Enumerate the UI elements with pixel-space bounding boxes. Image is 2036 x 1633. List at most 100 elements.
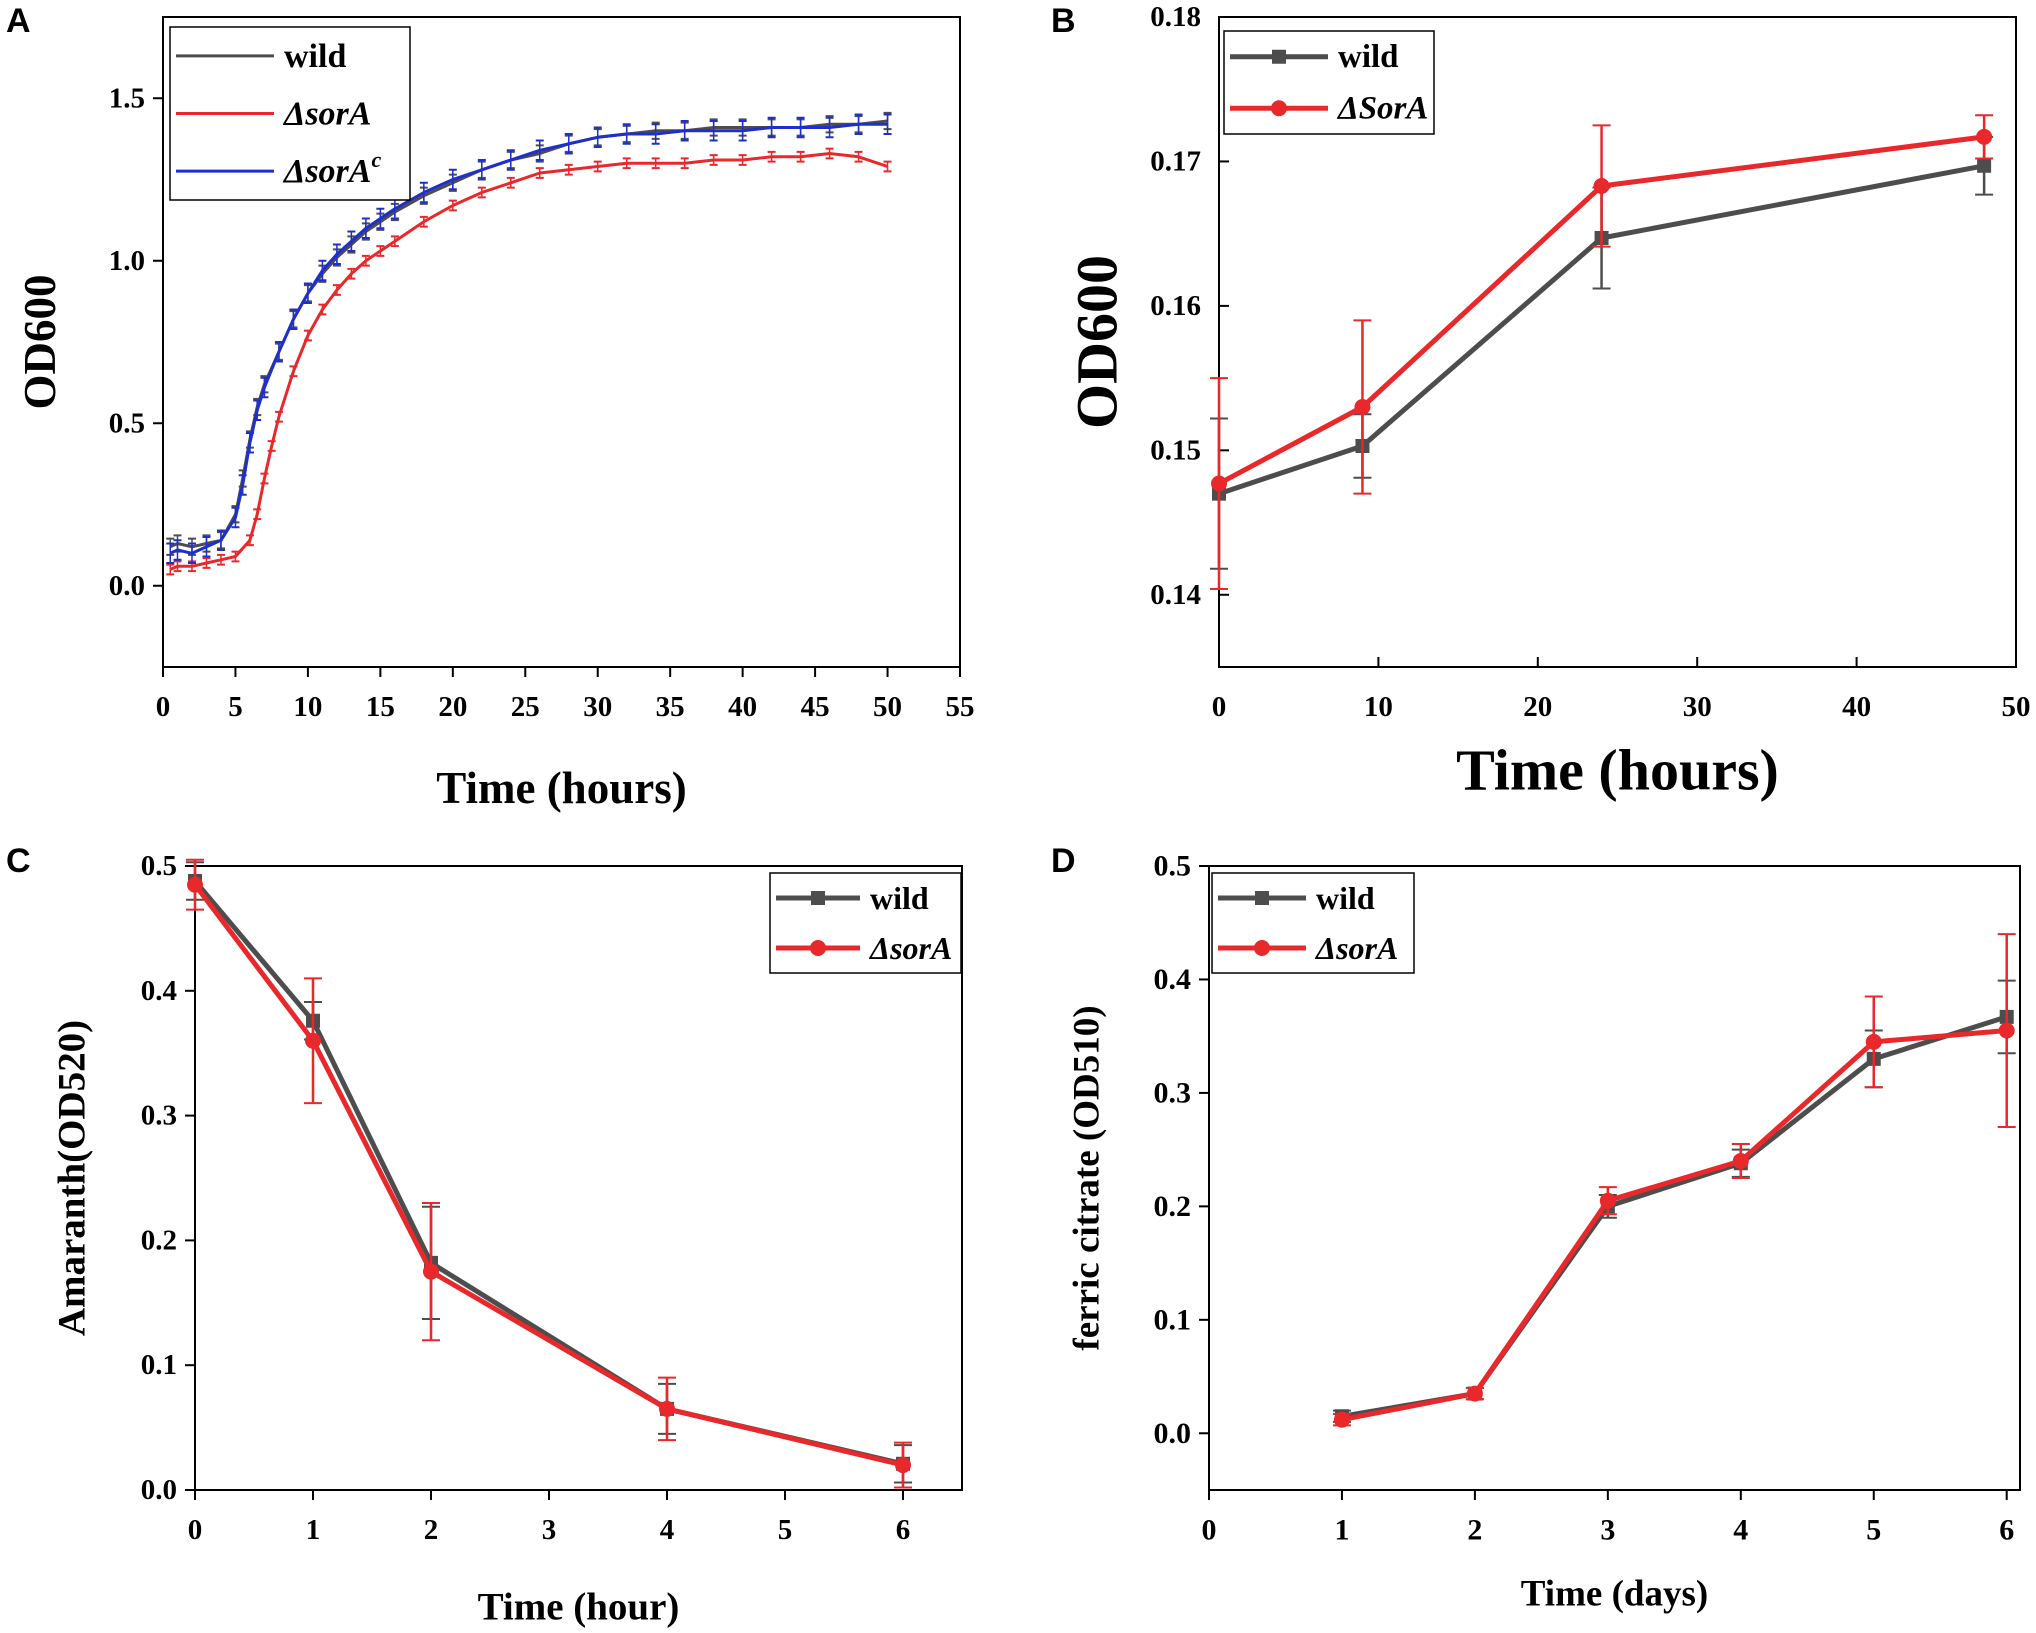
x-tick-label: 20 <box>1523 691 1552 723</box>
series-2 <box>166 147 892 576</box>
x-tick-label: 1 <box>1334 1514 1349 1547</box>
x-tick-label: 6 <box>1999 1514 2014 1547</box>
data-point <box>1865 1033 1882 1050</box>
x-axis-label: Time (hours) <box>436 763 686 813</box>
x-tick-label: 40 <box>1842 691 1871 723</box>
y-axis-label: Amaranth(OD520) <box>51 1020 94 1336</box>
series-line <box>1341 1028 2007 1423</box>
legend-label: wild <box>1316 880 1375 916</box>
x-tick-label: 25 <box>511 691 540 723</box>
legend-label: ΔsorA <box>868 930 952 966</box>
data-point <box>1599 1192 1616 1209</box>
legend-label: ΔsorA <box>1314 930 1398 966</box>
data-point <box>1976 128 1993 145</box>
series-2 <box>1210 114 1994 590</box>
x-tick-label: 3 <box>1600 1514 1615 1547</box>
y-tick-label: 0.5 <box>1154 850 1192 883</box>
x-tick-label: 4 <box>1733 1514 1748 1547</box>
series-line <box>1341 1014 2008 1419</box>
x-tick-label: 0 <box>188 1514 203 1546</box>
y-tick-label: 0.4 <box>1154 963 1192 996</box>
y-tick-label: 0.17 <box>1150 145 1201 177</box>
chart-panel-c: 0 1 2 3 4 5 6 0.0 0.1 0.2 0.3 0.4 0.5 Time (hour) Amar… <box>51 850 963 1629</box>
legend-label: ΔsorA <box>282 95 371 132</box>
legend-box <box>1223 30 1435 135</box>
data-point <box>1593 178 1610 194</box>
x-tick-label: 55 <box>946 691 975 723</box>
legend-label: wild <box>870 880 929 916</box>
x-tick-label: 30 <box>583 691 612 723</box>
x-tick-label: 5 <box>228 691 243 723</box>
y-tick-label: 0.5 <box>141 850 177 882</box>
x-tick-label: 20 <box>438 691 467 723</box>
y-tick-label: 0.1 <box>1154 1303 1192 1336</box>
data-point <box>1333 1411 1350 1428</box>
x-tick-label: 10 <box>293 691 322 723</box>
chart-panel-d: 0 1 2 3 4 5 6 0.0 0.1 0.2 0.3 0.4 0.5 Time (days) ferr… <box>1067 850 2021 1615</box>
legend-label-text: wild <box>870 880 929 916</box>
series-2 <box>1332 933 2016 1428</box>
legend-swatch-marker <box>811 891 825 905</box>
x-tick-label: 10 <box>1364 691 1393 723</box>
x-tick-label: 2 <box>424 1514 439 1546</box>
series-1 <box>1332 979 2016 1424</box>
legend-label-text: ΔsorA <box>1314 930 1398 966</box>
legend-swatch-marker <box>1271 100 1287 117</box>
y-tick-label: 0.4 <box>141 975 177 1007</box>
y-tick-label: 0.1 <box>141 1349 177 1381</box>
x-tick-label: 2 <box>1467 1514 1482 1547</box>
y-tick-label: 0.3 <box>141 1100 177 1132</box>
legend-label-text: wild <box>1338 39 1399 75</box>
x-tick-label: 5 <box>1866 1514 1881 1547</box>
legend: wild ΔSorA <box>1223 30 1435 135</box>
series-line <box>1218 163 1985 497</box>
x-tick-label: 50 <box>873 691 902 723</box>
y-tick-label: 0.18 <box>1150 1 1201 33</box>
legend-label-superscript: c <box>371 147 381 172</box>
legend-label: ΔsorAc <box>282 147 381 190</box>
legend-box <box>1211 872 1415 974</box>
x-axis-label: Time (hours) <box>1456 738 1779 803</box>
x-axis-label: Time (days) <box>1521 1574 1708 1615</box>
legend: wild ΔsorA <box>769 872 962 974</box>
plot-frame <box>194 865 963 1491</box>
plot-frame <box>1218 16 2017 668</box>
data-point <box>1977 158 1992 173</box>
panel-letter-a: A <box>6 2 31 40</box>
legend-label-text: ΔsorA <box>282 153 371 190</box>
data-point <box>659 1400 675 1417</box>
data-point <box>187 876 203 893</box>
panel-letter-b: B <box>1051 2 1076 40</box>
y-tick-label: 1.5 <box>109 82 145 114</box>
x-tick-label: 35 <box>656 691 685 723</box>
data-point <box>1211 475 1227 492</box>
legend-box <box>769 872 962 974</box>
y-axis-label: OD600 <box>1065 255 1130 429</box>
legend-swatch-marker <box>810 940 826 956</box>
x-tick-label: 3 <box>542 1514 557 1546</box>
x-tick-label: 5 <box>778 1514 793 1546</box>
series-line <box>169 122 888 555</box>
y-axis-label: ferric citrate (OD510) <box>1067 1005 1108 1350</box>
x-tick-label: 30 <box>1683 691 1712 723</box>
x-tick-label: 0 <box>156 691 171 723</box>
legend-swatch-marker <box>1272 49 1286 64</box>
data-point <box>895 1457 911 1474</box>
y-tick-label: 0.2 <box>1154 1190 1192 1223</box>
data-point <box>305 1032 321 1049</box>
x-tick-label: 0 <box>1202 1514 1217 1547</box>
y-tick-label: 0.15 <box>1150 434 1201 466</box>
x-tick-label: 0 <box>1212 691 1227 723</box>
legend-swatch-marker <box>1255 891 1269 905</box>
y-tick-label: 0.0 <box>141 1474 177 1506</box>
legend-label-text: wild <box>284 37 346 74</box>
x-tick-label: 1 <box>306 1514 321 1546</box>
y-axis-label: OD600 <box>15 275 65 410</box>
data-point <box>1466 1385 1483 1402</box>
x-tick-label: 45 <box>801 691 830 723</box>
plot-frame <box>1208 865 2021 1491</box>
x-tick-label: 40 <box>728 691 757 723</box>
panel-letter-d: D <box>1051 842 1076 880</box>
